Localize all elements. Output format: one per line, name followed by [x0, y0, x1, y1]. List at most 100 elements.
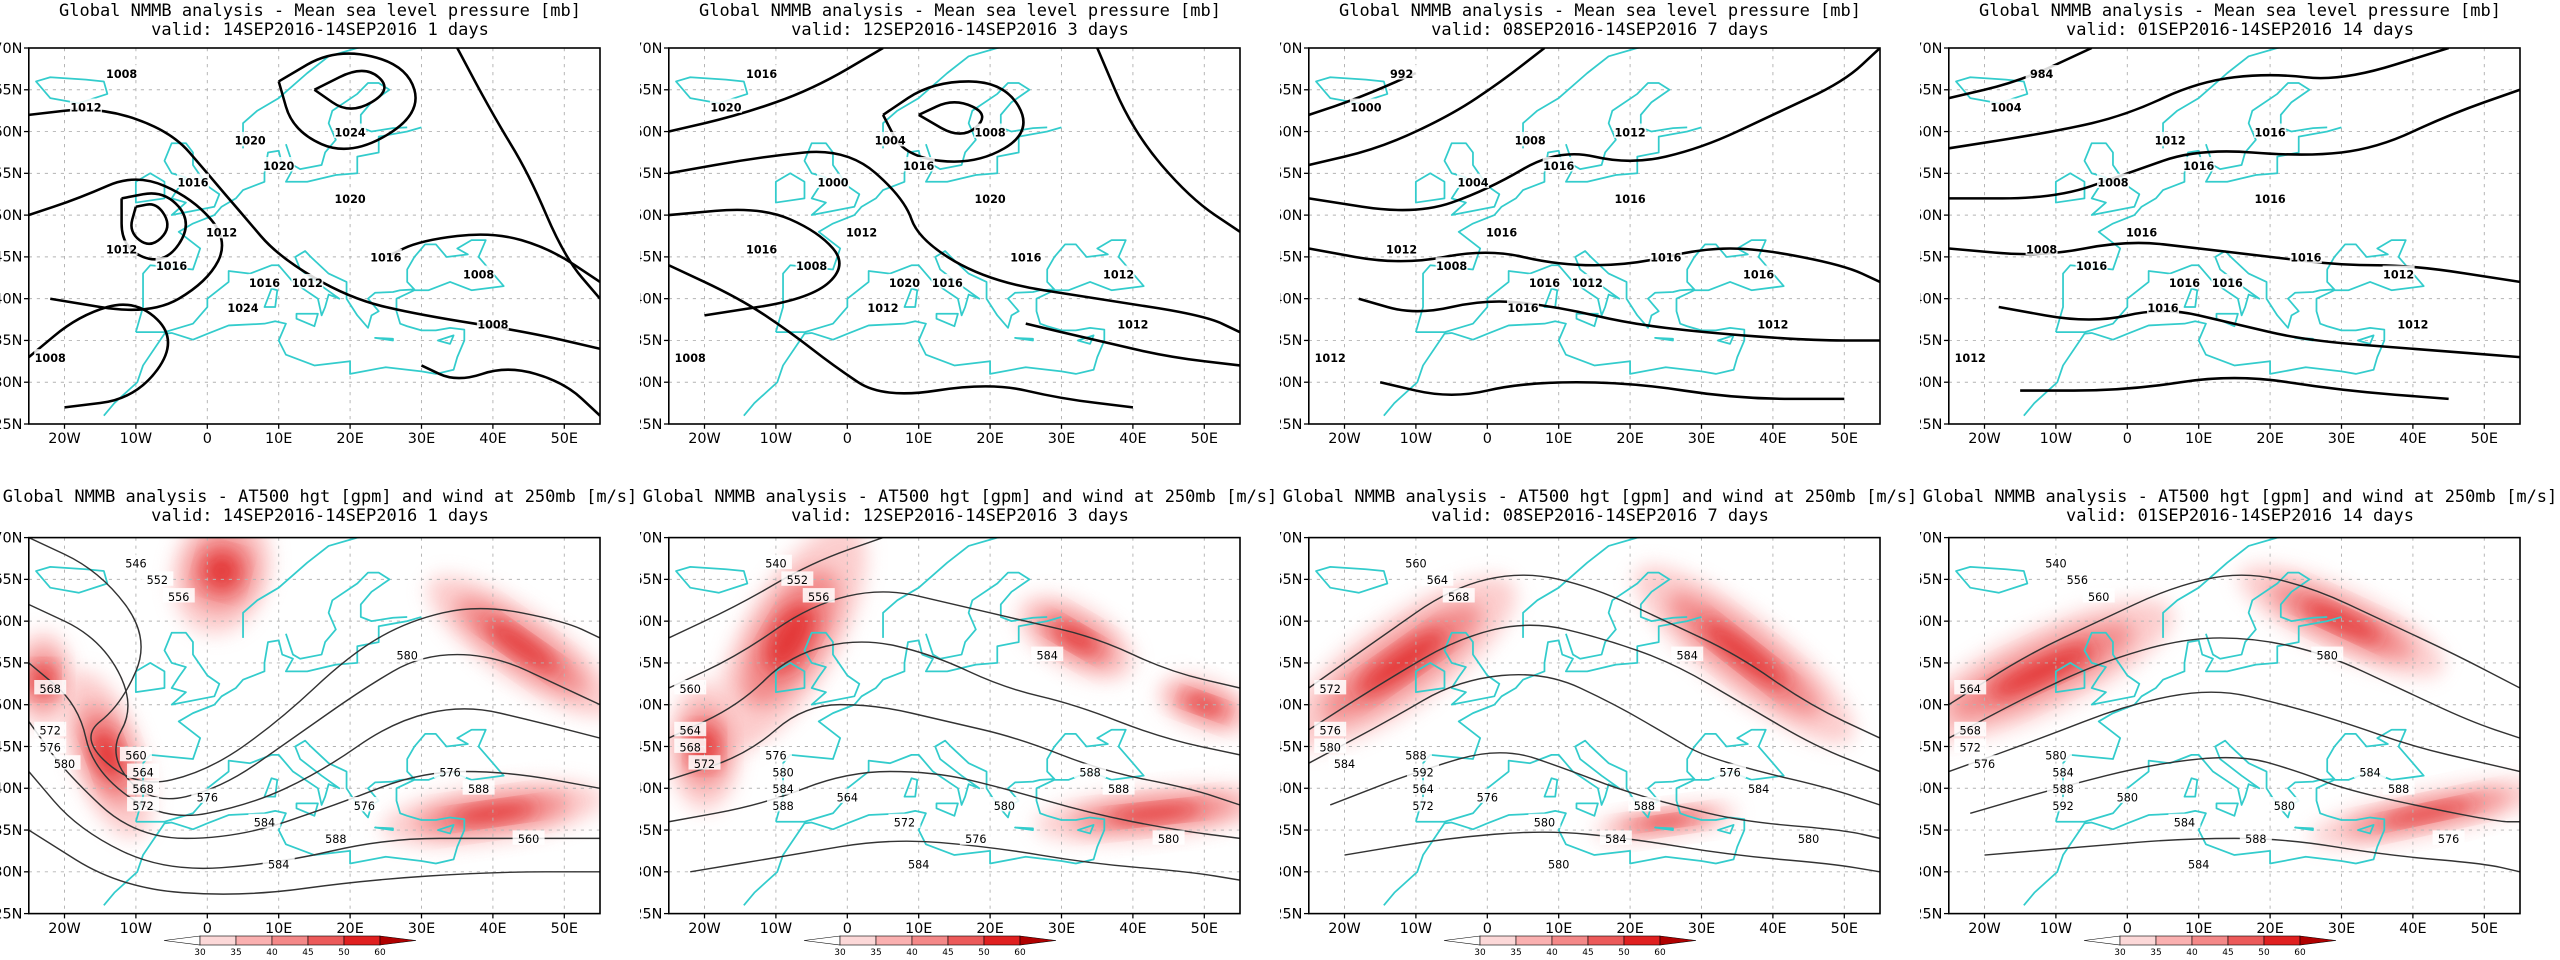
lon-label: 10W — [1400, 921, 1433, 937]
contour-label-bg — [1102, 265, 1135, 280]
lat-label: 50N — [1920, 208, 1942, 224]
lat-label: 40N — [640, 291, 662, 307]
coastline — [774, 126, 1062, 333]
contour-label: 552 — [147, 574, 168, 587]
legend-tick-label: 60 — [1654, 948, 1666, 958]
contour-label: 560 — [125, 750, 146, 763]
coastline — [2183, 777, 2199, 798]
contour-label-bg — [888, 273, 921, 289]
contour-label: 584 — [1677, 649, 1698, 662]
coastline — [437, 824, 455, 835]
contour-label-bg — [1421, 571, 1454, 586]
coastline — [1575, 802, 1599, 817]
contour-label: 1012 — [2383, 268, 2414, 281]
contour-label-bg — [1314, 349, 1347, 364]
contour-label-bg — [767, 796, 800, 812]
contour-label: 1008 — [2026, 243, 2057, 256]
legend-tick-label: 50 — [338, 948, 350, 958]
subtitle-line: valid: 14SEP2016-14SEP2016 1 days — [151, 506, 489, 526]
contour-label: 1016 — [1650, 252, 1681, 265]
contour-label: 584 — [1334, 758, 1355, 771]
contour-label: 1016 — [2169, 277, 2200, 290]
isobar-contour — [1096, 48, 1240, 233]
isobar-contour — [668, 208, 841, 317]
contour-label-bg — [262, 855, 295, 870]
contour-label-bg — [234, 131, 267, 147]
lon-label: 20W — [1968, 431, 2001, 447]
contour-label: 584 — [268, 858, 289, 871]
coastline — [1717, 824, 1735, 835]
contour-label: 584 — [772, 783, 793, 796]
contour-label: 564 — [837, 791, 858, 804]
contour-label: 572 — [132, 800, 153, 813]
height-contour — [1984, 837, 2520, 873]
coastline — [925, 571, 1048, 660]
panel-title: Global NMMB analysis - AT500 hgt [gpm] a… — [1280, 488, 1920, 526]
coastline — [774, 616, 1062, 823]
contour-label-bg — [674, 738, 707, 753]
subtitle-line: valid: 08SEP2016-14SEP2016 7 days — [1431, 20, 1769, 40]
coastline — [1014, 337, 1034, 342]
lon-label: 30E — [408, 921, 435, 937]
contour-label: 1016 — [1010, 252, 1041, 265]
coastline — [1414, 172, 1446, 204]
title-line: Global NMMB analysis - Mean sea level pr… — [1979, 1, 2501, 21]
coastline — [1955, 566, 2029, 594]
lon-label: 0 — [843, 921, 852, 937]
lat-label: 35N — [640, 823, 662, 839]
contour-label-bg — [69, 98, 102, 113]
lat-label: 60N — [0, 124, 22, 140]
map-frame: 992 1000 1004 1008 1012 1016 1016 1016 1016 1012 1… — [1280, 41, 1881, 447]
isobar-contour — [1948, 48, 2450, 150]
contour-label-bg — [1399, 746, 1432, 762]
isobar-contour — [28, 178, 224, 312]
contour-label: 1016 — [249, 277, 280, 290]
lat-label: 30N — [640, 865, 662, 881]
jet-shading-core — [764, 603, 816, 673]
legend-tick-label: 60 — [374, 948, 386, 958]
height-contour — [1308, 574, 1880, 739]
contour-label-bg — [1314, 721, 1347, 737]
contour-label: 1012 — [1615, 126, 1646, 139]
lat-label: 35N — [1280, 823, 1302, 839]
contour-label: 1008 — [796, 260, 827, 273]
contour-label: 1012 — [1315, 352, 1346, 365]
lat-label: 35N — [0, 823, 22, 839]
lat-label: 65N — [640, 572, 662, 588]
legend-tick-label: 45 — [1582, 948, 1593, 958]
contour-label-bg — [2382, 780, 2415, 795]
coastline — [374, 826, 394, 831]
height-contour — [28, 662, 600, 817]
contour-label-bg — [1328, 755, 1361, 770]
contour-label-bg — [2047, 780, 2080, 795]
contour-label: 580 — [2117, 791, 2138, 804]
contour-label: 576 — [354, 800, 375, 813]
contour-label: 1012 — [206, 227, 237, 240]
legend-bin — [343, 935, 381, 946]
contour-label: 576 — [1719, 766, 1740, 779]
coastline — [882, 537, 1062, 638]
contour-label-bg — [1349, 98, 1382, 113]
contour-label-bg — [1074, 763, 1107, 778]
lat-label: 25N — [0, 906, 22, 922]
isobar-contour — [1358, 297, 1880, 342]
coastline — [242, 537, 422, 638]
legend-bin — [2119, 935, 2157, 946]
title-line: Global NMMB analysis - AT500 hgt [gpm] a… — [2, 487, 638, 507]
lat-label: 25N — [640, 906, 662, 922]
contour-label-bg — [2147, 299, 2179, 314]
lon-label: 10W — [1400, 431, 1433, 447]
coastline — [295, 312, 319, 328]
contour-label-bg — [1989, 98, 2022, 113]
lat-label: 70N — [640, 530, 662, 546]
contour-label: 576 — [439, 766, 460, 779]
lon-label: 20E — [336, 431, 363, 447]
legend-bin-arrow — [803, 935, 841, 946]
coastline — [2083, 142, 2141, 216]
legend-tick-label: 30 — [834, 948, 846, 958]
coastline — [263, 777, 279, 798]
height-contour — [28, 829, 600, 895]
contour-label-bg — [162, 588, 195, 603]
panel-title: Global NMMB analysis - Mean sea level pr… — [1920, 2, 2560, 40]
